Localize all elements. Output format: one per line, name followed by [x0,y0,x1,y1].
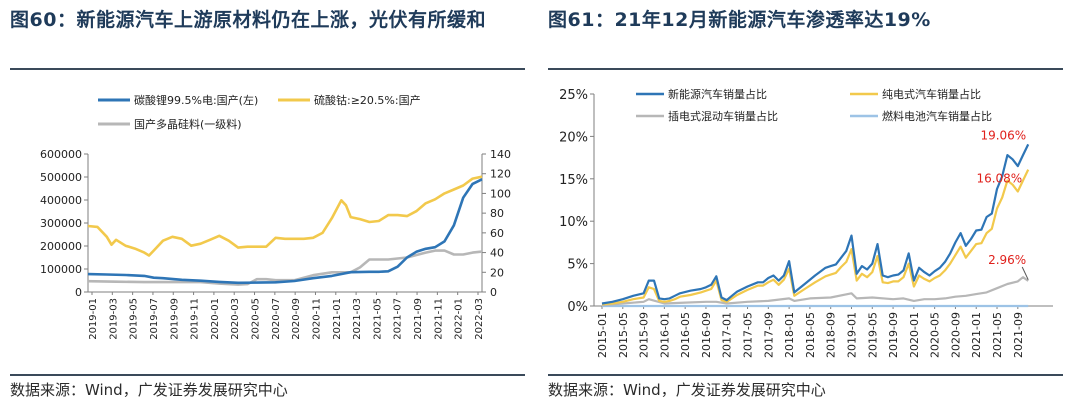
y2-tick-label: 120 [490,168,511,181]
x-tick-label: 2020-01 [908,312,921,358]
x-tick-label: 2021-05 [991,312,1004,358]
annotation-label: 16.08% [976,172,1022,186]
legend-label: 硫酸钴:≥20.5%:国产 [314,93,421,107]
x-tick-label: 2019-07 [149,298,160,340]
left-chart-title: 图60：新能源汽车上游原材料仍在上涨，光伏有所缓和 [10,9,486,31]
x-tick-label: 2016-05 [679,312,692,358]
left-chart-panel: 图60：新能源汽车上游原材料仍在上涨，光伏有所缓和 碳酸锂99.5%电:国产(左… [10,0,540,408]
right-chart-title: 图61：21年12月新能源汽车渗透率达19% [548,9,931,31]
x-tick-label: 2020-11 [311,298,322,340]
x-tick-label: 2019-01 [88,298,99,340]
left-source-note: 数据来源：Wind，广发证券发展研究中心 [10,381,288,399]
y-tick-label: 5% [567,258,588,273]
y-tick-label: 0% [567,300,588,315]
right-chart-panel: 图61：21年12月新能源汽车渗透率达19% 0% 5% 10% 15% 20% 25% 2… [548,0,1078,408]
y-tick-label: 400000 [40,194,82,207]
x-tick-label: 2021-01 [970,312,983,358]
x-tick-label: 2020-05 [929,312,942,358]
annotation-label: 2.96% [988,253,1026,267]
legend-label: 纯电式汽车销量占比 [882,87,981,101]
y2-tick-label: 60 [490,227,504,240]
legend-label: 新能源汽车销量占比 [668,87,767,101]
x-tick-label: 2019-03 [108,298,119,340]
x-tick-label: 2020-01 [210,298,221,340]
series-line [87,249,483,286]
x-tick-label: 2021-09 [413,298,424,340]
x-tick-label: 2021-01 [332,298,343,340]
x-tick-label: 2020-05 [251,298,262,340]
x-tick-label: 2021-07 [393,298,404,340]
x-tick-label: 2021-09 [1012,312,1025,358]
right-chart: 0% 5% 10% 15% 20% 25% 2015-01 2015-05 2015-09 201… [559,87,1053,358]
right-source-note: 数据来源：Wind，广发证券发展研究中心 [548,381,826,399]
x-tick-label: 2022-01 [454,298,465,340]
x-tick-label: 2021-03 [352,298,363,340]
x-tick-label: 2019-09 [887,312,900,358]
x-tick-label: 2020-09 [949,312,962,358]
x-tick-label: 2019-09 [169,298,180,340]
y-tick-label: 600000 [40,148,82,161]
series-line [87,175,483,257]
y-tick-label: 100000 [40,263,82,276]
legend-label: 国产多晶硅料(一级料) [134,117,242,131]
x-tick-label: 2022-03 [474,298,485,340]
x-tick-label: 2018-05 [804,312,817,358]
right-bottom-rule [548,374,1063,376]
x-tick-label: 2018-01 [783,312,796,358]
series-line [601,143,1030,305]
y2-tick-label: 140 [490,148,511,161]
x-tick-label: 2020-09 [291,298,302,340]
y-tick-label: 0 [75,286,82,299]
y-tick-label: 10% [559,215,588,230]
y2-tick-label: 40 [490,247,504,260]
y2-tick-label: 0 [490,286,497,299]
y2-tick-label: 100 [490,187,511,200]
x-tick-label: 2020-07 [271,298,282,340]
x-tick-label: 2019-11 [190,298,201,340]
x-tick-label: 2018-09 [825,312,838,358]
x-tick-label: 2020-03 [230,298,241,340]
annotation-leader [1021,266,1029,280]
x-tick-label: 2019-05 [866,312,879,358]
legend-label: 燃料电池汽车销量占比 [882,109,992,123]
x-tick-label: 2015-09 [638,312,651,358]
annotation-label: 19.06% [980,128,1026,142]
y-tick-label: 200000 [40,240,82,253]
series-line [87,178,483,285]
x-tick-label: 2017-09 [762,312,775,358]
legend-label: 碳酸锂99.5%电:国产(左) [134,93,258,107]
legend-label: 插电式混动车销量占比 [668,109,778,123]
x-tick-label: 2019-01 [845,312,858,358]
left-title-rule [10,68,525,70]
y2-tick-label: 20 [490,266,504,279]
x-tick-label: 2021-05 [372,298,383,340]
x-tick-label: 2019-05 [129,298,140,340]
y2-tick-label: 80 [490,207,504,220]
y-tick-label: 20% [559,130,588,145]
x-tick-label: 2015-05 [617,312,630,358]
x-tick-label: 2015-01 [596,312,609,358]
series-line [601,276,1029,307]
y-tick-label: 25% [559,88,588,103]
series-line [601,169,1030,306]
y-tick-label: 300000 [40,217,82,230]
right-title-rule [548,68,1063,70]
x-tick-label: 2017-01 [721,312,734,358]
x-tick-label: 2021-11 [433,298,444,340]
left-bottom-rule [10,374,525,376]
x-tick-label: 2016-09 [700,312,713,358]
x-tick-label: 2017-05 [742,312,755,358]
y-tick-label: 500000 [40,171,82,184]
y-tick-label: 15% [559,173,588,188]
x-tick-label: 2016-01 [658,312,671,358]
